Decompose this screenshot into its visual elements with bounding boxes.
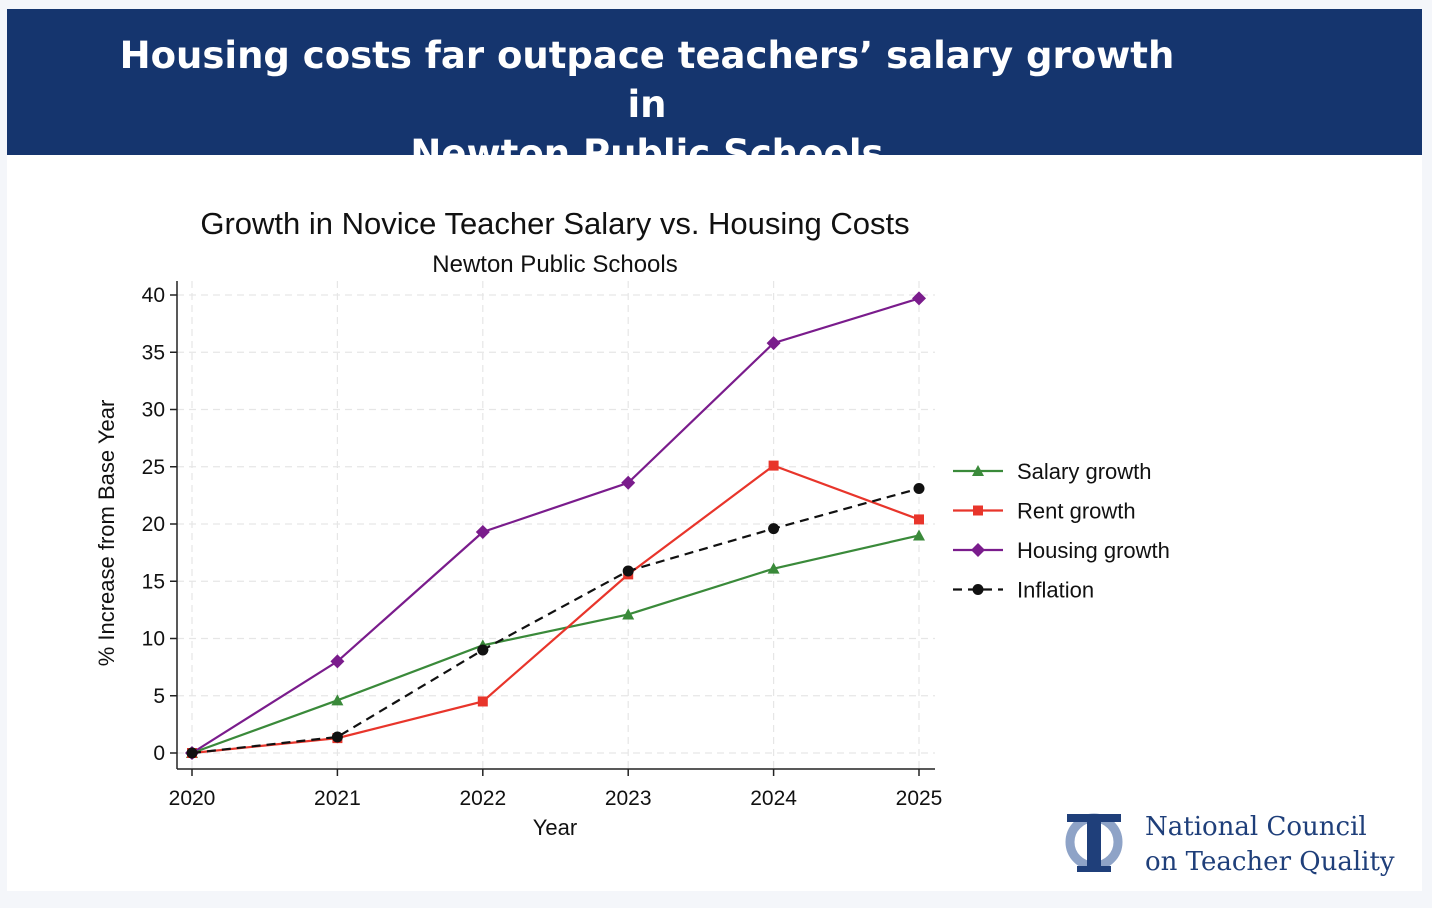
series-line [191, 534, 920, 755]
y-ticks: 0 5 10 15 20 25 30 35 40 [142, 284, 177, 765]
page-title-line2: Newton Public Schools [410, 132, 884, 175]
chart-title: Growth in Novice Teacher Salary vs. Hous… [200, 206, 909, 241]
legend-label: Housing growth [1017, 538, 1170, 563]
data-point [622, 608, 635, 620]
legend-item: Housing growth [953, 538, 1170, 563]
legend-swatch-marker [972, 465, 984, 476]
y-tick-label: 25 [142, 456, 165, 479]
data-point [914, 514, 924, 525]
x-tick-label: 2025 [896, 787, 943, 810]
axes [176, 281, 935, 770]
logo-text-line1: National Council [1145, 812, 1367, 842]
page-title: Housing costs far outpace teachers’ sala… [107, 31, 1187, 178]
data-point [766, 336, 781, 351]
x-tick-label: 2024 [750, 787, 797, 810]
data-point [331, 694, 344, 706]
series [185, 291, 926, 760]
y-tick-label: 40 [142, 284, 165, 307]
legend-label: Salary growth [1017, 459, 1152, 484]
data-point [768, 460, 779, 471]
data-point [621, 475, 636, 490]
data-point [912, 291, 926, 306]
series-rent-growth [187, 460, 924, 758]
series-inflation [186, 483, 925, 759]
data-point [767, 562, 780, 574]
chart-card: Housing costs far outpace teachers’ sala… [7, 9, 1422, 891]
y-tick-label: 0 [153, 742, 165, 765]
data-point [331, 731, 343, 743]
y-axis-title: % Increase from Base Year [94, 400, 119, 667]
data-point [768, 523, 780, 535]
grid-lines [177, 281, 935, 769]
data-point [477, 696, 488, 707]
logo-text-line2: on Teacher Quality [1145, 847, 1395, 877]
ntcq-column-icon [1065, 813, 1123, 872]
chart-subtitle: Newton Public Schools [432, 251, 677, 278]
y-tick-label: 5 [153, 685, 165, 708]
data-point [477, 644, 489, 656]
series-line [191, 487, 920, 755]
page-title-line1: Housing costs far outpace teachers’ sala… [119, 34, 1175, 126]
header-banner: Housing costs far outpace teachers’ sala… [7, 9, 1422, 175]
data-point [475, 525, 490, 540]
y-tick-label: 15 [142, 570, 165, 593]
legend: Salary growth Rent growth Housing growth In… [953, 459, 1170, 603]
x-tick-label: 2021 [314, 787, 361, 810]
legend-swatch-marker [971, 543, 985, 557]
x-tick-label: 2023 [605, 787, 652, 810]
legend-label: Inflation [1017, 578, 1094, 603]
y-tick-label: 30 [142, 399, 165, 422]
x-tick-label: 2022 [459, 787, 506, 810]
x-axis-title: Year [533, 815, 577, 840]
data-point [186, 747, 198, 759]
y-tick-label: 10 [142, 628, 165, 651]
series-line [191, 464, 920, 755]
y-tick-label: 20 [142, 513, 165, 536]
legend-item: Inflation [953, 578, 1094, 603]
x-ticks: 2020 2021 2022 2023 2024 2025 [169, 769, 943, 810]
legend-swatch-marker [972, 584, 984, 595]
legend-item: Rent growth [953, 499, 1136, 524]
data-point [913, 483, 925, 495]
data-point [330, 654, 345, 669]
series-housing-growth [185, 291, 926, 760]
x-tick-label: 2020 [169, 787, 216, 810]
line-chart: Growth in Novice Teacher Salary vs. Hous… [94, 206, 1395, 877]
y-tick-label: 35 [142, 341, 165, 364]
legend-item: Salary growth [953, 459, 1152, 484]
legend-swatch-marker [973, 505, 983, 516]
data-point [913, 529, 925, 541]
logo: National Council on Teacher Quality [1065, 812, 1395, 877]
series-line [191, 297, 920, 754]
series-salary-growth [186, 529, 925, 758]
legend-label: Rent growth [1017, 499, 1136, 524]
data-point [622, 565, 634, 577]
